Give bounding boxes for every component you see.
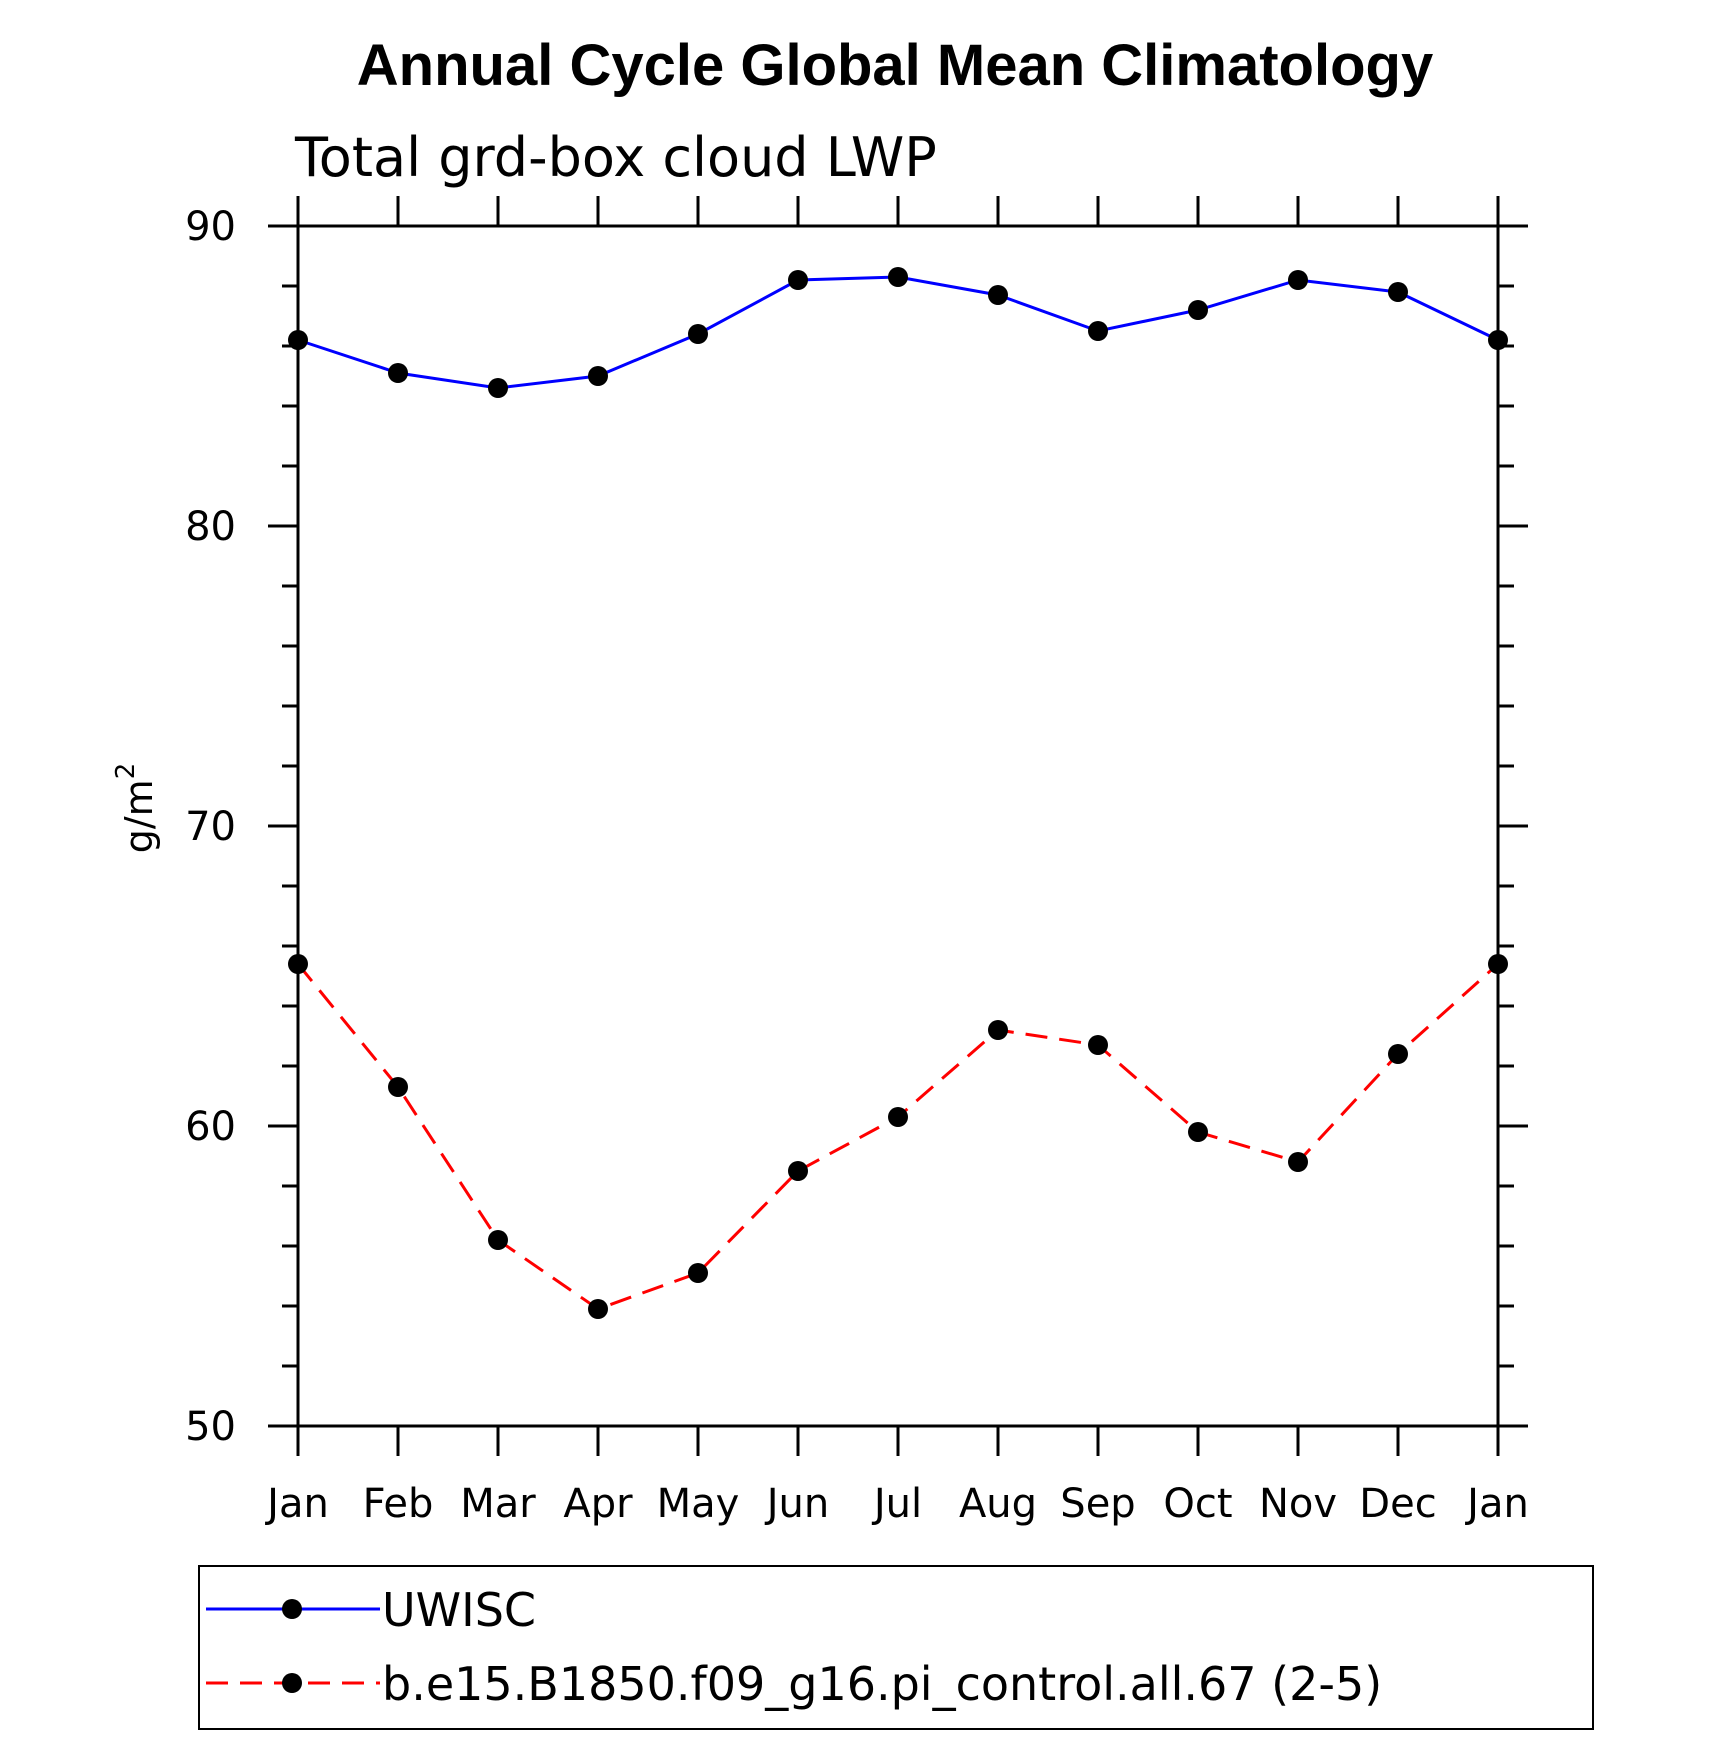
legend: UWISC b.e15.B1850.f09_g16.pi_control.all… [198, 1565, 1594, 1730]
data-point [1388, 282, 1408, 302]
legend-marker-model [282, 1673, 302, 1693]
data-point [788, 270, 808, 290]
data-point [1388, 1044, 1408, 1064]
y-tick-label: 60 [185, 1104, 236, 1150]
y-tick-label: 90 [185, 204, 236, 250]
y-tick-label: 50 [185, 1404, 236, 1450]
data-point [988, 1020, 1008, 1040]
legend-marker-uwisc [282, 1599, 302, 1619]
data-point [888, 1107, 908, 1127]
chart-title: Annual Cycle Global Mean Climatology [357, 33, 1433, 98]
data-point [588, 366, 608, 386]
data-point [588, 1299, 608, 1319]
chart-subtitle: Total grd-box cloud LWP [294, 126, 937, 189]
data-point [1288, 270, 1308, 290]
data-point [1188, 300, 1208, 320]
y-tick-label: 70 [185, 804, 236, 850]
x-tick-label: Jun [764, 1481, 830, 1527]
x-tick-label: Jan [1464, 1481, 1529, 1527]
x-tick-label: Aug [959, 1481, 1037, 1527]
y-axis-label: g/m2 [111, 763, 161, 854]
legend-label-model: b.e15.B1850.f09_g16.pi_control.all.67 (2… [382, 1657, 1382, 1711]
x-tick-label: Jan [264, 1481, 329, 1527]
y-axis-label-superscript: 2 [111, 763, 141, 780]
data-point [688, 1263, 708, 1283]
series-1 [288, 954, 1508, 1319]
axis-tick-labels: Jan Feb Mar Apr May Jun Jul Aug Sep Oct Nov Dec Jan 5… [185, 204, 1529, 1527]
series-0 [288, 267, 1508, 398]
x-tick-label: Oct [1163, 1481, 1232, 1527]
data-point [988, 285, 1008, 305]
series-line [297, 275, 1499, 390]
legend-label-uwisc: UWISC [382, 1583, 536, 1637]
legend-box [198, 1565, 1594, 1730]
series-line [296, 962, 1500, 1311]
x-tick-label: May [657, 1481, 740, 1527]
data-point [488, 378, 508, 398]
y-axis-label-text: g/m [117, 779, 161, 853]
data-point [1088, 321, 1108, 341]
data-point [1188, 1122, 1208, 1142]
plot-frame [296, 224, 1500, 1428]
x-tick-label: Nov [1259, 1481, 1337, 1527]
x-tick-label: Jul [871, 1481, 922, 1527]
x-tick-label: Mar [460, 1481, 536, 1527]
x-tick-label: Feb [363, 1481, 434, 1527]
data-point [688, 324, 708, 344]
data-point [1288, 1152, 1308, 1172]
data-point [788, 1161, 808, 1181]
data-point [388, 363, 408, 383]
series-layer [288, 267, 1508, 1319]
data-point [1088, 1035, 1108, 1055]
x-tick-label: Apr [563, 1481, 633, 1527]
x-tick-label: Dec [1359, 1481, 1436, 1527]
axis-ticks [268, 196, 1528, 1456]
y-tick-label: 80 [185, 504, 236, 550]
data-point [888, 267, 908, 287]
data-point [488, 1230, 508, 1250]
data-point [388, 1077, 408, 1097]
x-tick-label: Sep [1060, 1481, 1135, 1527]
